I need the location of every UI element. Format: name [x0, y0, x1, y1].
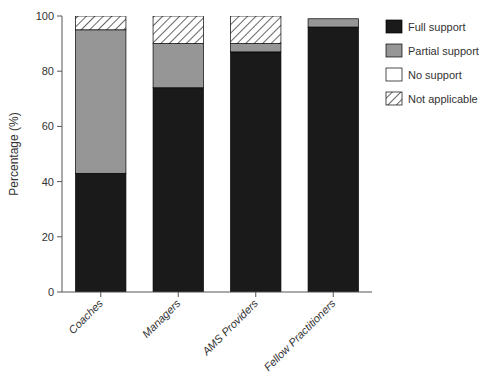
y-tick-label: 20	[42, 231, 54, 243]
series	[76, 27, 359, 292]
legend-label: Partial support	[408, 45, 479, 57]
y-tick	[57, 292, 62, 293]
legend-label: Full support	[408, 21, 465, 33]
x-tick-label: Fellow Practitioners	[261, 297, 338, 374]
y-tick-label: 100	[36, 10, 54, 22]
x-axis: Coaches Managers AMS ProvidersFellow Pract…	[62, 292, 372, 373]
x-tick-label: Coaches	[66, 297, 106, 337]
y-tick	[57, 16, 62, 17]
y-tick	[57, 126, 62, 127]
bar-segment	[153, 88, 203, 292]
x-tick-label: AMS Providers	[199, 297, 260, 358]
x-tick	[333, 292, 334, 297]
bar-segment	[153, 44, 203, 88]
legend-swatch	[386, 68, 402, 81]
x-tick-label: Managers	[140, 297, 183, 340]
y-axis-label: Percentage (%)	[7, 112, 21, 195]
series	[76, 19, 359, 174]
bar-segment	[231, 16, 281, 44]
y-tick-label: 0	[48, 286, 54, 298]
bar-segment	[153, 16, 203, 44]
x-tick	[100, 292, 101, 297]
series	[76, 16, 281, 44]
legend-label: Not applicable	[408, 93, 478, 105]
y-axis-line	[62, 16, 63, 292]
bar-segment	[308, 27, 358, 292]
bar-segment	[231, 52, 281, 292]
bar-segment	[308, 19, 358, 27]
x-tick	[178, 292, 179, 297]
bar-segment	[308, 18, 358, 19]
legend-swatch	[386, 92, 402, 105]
y-tick-label: 80	[42, 65, 54, 77]
y-tick	[57, 181, 62, 182]
bar-segment	[76, 173, 126, 292]
x-axis-line	[62, 292, 372, 293]
bars	[76, 16, 359, 292]
legend-label: No support	[408, 69, 462, 81]
bar-segment	[308, 18, 358, 19]
y-tick-label: 40	[42, 176, 54, 188]
chart: 0 20 40 60 80 100 Percentage (%) Coaches Manager…	[0, 0, 500, 392]
legend-swatch	[386, 20, 402, 33]
chart-container: 0 20 40 60 80 100 Percentage (%) Coaches Manager…	[0, 0, 500, 392]
legend-swatch	[386, 44, 402, 57]
y-axis: 0 20 40 60 80 100	[36, 10, 62, 298]
y-tick	[57, 71, 62, 72]
x-tick	[255, 292, 256, 297]
y-tick	[57, 236, 62, 237]
bar-segment	[76, 30, 126, 174]
bar-segment	[231, 44, 281, 52]
bar-segment	[76, 16, 126, 30]
legend: Full support Partial support No support Not…	[386, 20, 479, 105]
y-tick-label: 60	[42, 120, 54, 132]
